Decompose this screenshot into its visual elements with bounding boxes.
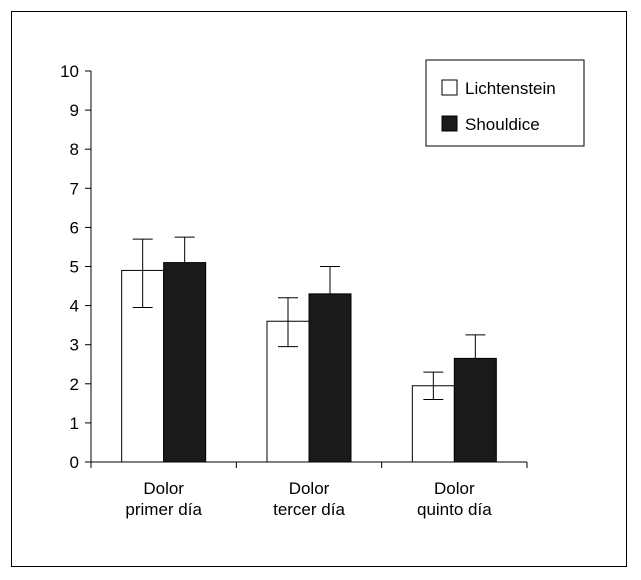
error-bars: [132, 236, 486, 400]
legend-label-lichtenstein: Lichtenstein: [465, 79, 556, 98]
y-tick-label: 3: [70, 336, 79, 355]
y-tick-label: 5: [70, 258, 79, 277]
legend-label-shouldice: Shouldice: [465, 115, 540, 134]
category-label: Dolor primer día: [125, 479, 202, 519]
bar-shouldice-2: [453, 357, 497, 463]
category-label-line: Dolor: [143, 479, 184, 498]
category-label-line: tercer día: [273, 500, 345, 519]
category-label: Dolor tercer día: [273, 479, 345, 519]
y-tick-label: 9: [70, 101, 79, 120]
y-tick-label: 2: [70, 375, 79, 394]
chart-frame: [11, 11, 627, 567]
y-tick-label: 0: [70, 453, 79, 472]
bars: [121, 262, 497, 463]
y-tick-label: 7: [70, 179, 79, 198]
axes: 0 1 2 3 4 5 6 7 8 9 10 Dolor primer día Dolor tercer d…: [60, 62, 528, 519]
legend-swatch-lichtenstein: [441, 79, 458, 96]
bar-shouldice-0: [163, 262, 207, 463]
category-label-line: quinto día: [417, 500, 492, 519]
y-tick-label: 1: [70, 414, 79, 433]
y-tick-label: 4: [70, 297, 79, 316]
y-tick-label: 10: [60, 62, 79, 81]
category-label-line: Dolor: [289, 479, 330, 498]
category-label-line: primer día: [125, 500, 202, 519]
y-tick-label: 6: [70, 218, 79, 237]
category-label-line: Dolor: [434, 479, 475, 498]
legend-box: [425, 59, 585, 147]
legend-swatch-shouldice: [441, 115, 458, 132]
category-label: Dolor quinto día: [417, 479, 492, 519]
bar-shouldice-1: [308, 293, 352, 463]
legend: Lichtenstein Shouldice: [425, 59, 585, 147]
y-tick-label: 8: [70, 140, 79, 159]
